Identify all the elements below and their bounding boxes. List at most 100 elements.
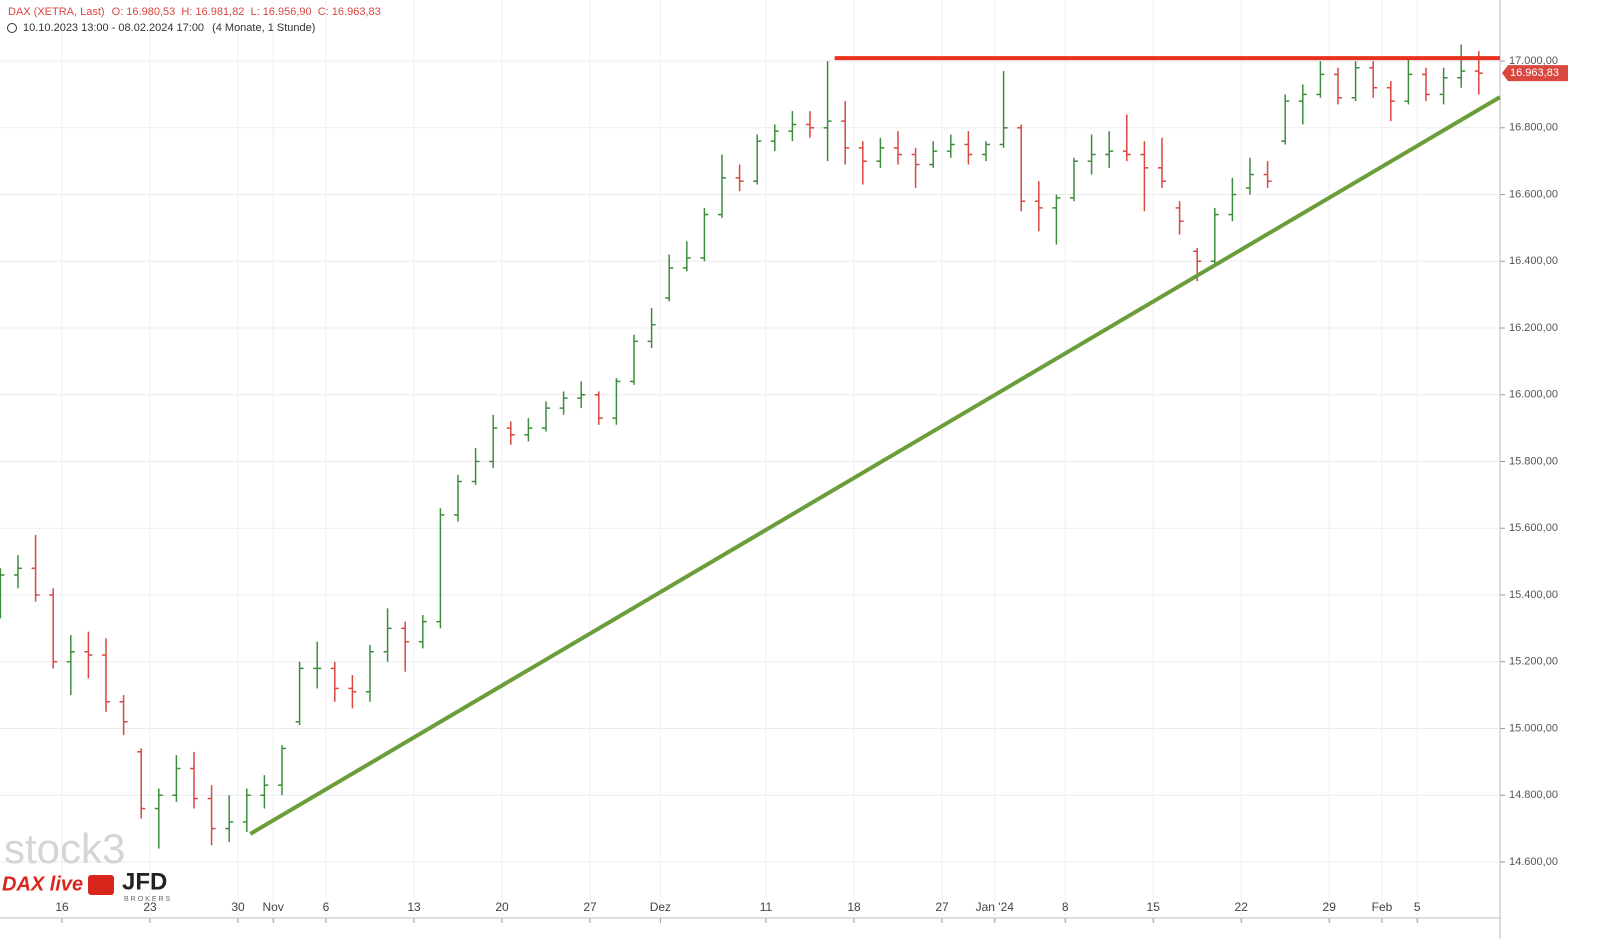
ohlc-bar — [1263, 161, 1272, 188]
x-tick-label: 23 — [143, 900, 157, 914]
ohlc-bar — [172, 755, 181, 802]
x-tick-label: 22 — [1235, 900, 1249, 914]
y-tick-label: 15.600,00 — [1509, 522, 1558, 534]
ohlc-bar — [454, 474, 462, 522]
y-tick-label: 16.800,00 — [1509, 122, 1558, 134]
x-tick-label: Nov — [263, 900, 284, 914]
ohlc-bar — [66, 635, 75, 696]
ohlc-bar — [806, 111, 814, 138]
play-icon — [88, 875, 114, 895]
y-tick-label: 15.200,00 — [1509, 656, 1558, 668]
jfd-logo: JFD — [122, 868, 167, 895]
ohlc-bar — [1052, 194, 1061, 245]
y-tick-label: 16.200,00 — [1509, 322, 1558, 334]
ohlc-bar — [506, 421, 515, 445]
ohlc-bar — [31, 534, 40, 602]
ohlc-bar — [348, 675, 357, 709]
symbol: DAX (XETRA, Last) — [8, 6, 105, 18]
y-tick-label: 16.600,00 — [1509, 188, 1558, 200]
last-price-label: 16.963,83 — [1510, 67, 1559, 79]
y-tick-label: 16.400,00 — [1509, 255, 1558, 267]
ohlc: O: 16.980,53 H: 16.981,82 L: 16.956,90 C… — [112, 6, 381, 18]
x-tick-label: 30 — [231, 900, 245, 914]
x-tick-label: Feb — [1372, 900, 1393, 914]
ohlc-bar — [366, 645, 374, 702]
interval: (4 Monate, 1 Stunde) — [212, 22, 315, 34]
ohlc-bar — [313, 641, 322, 689]
ohlc-bar — [1122, 114, 1131, 162]
ohlc-bar — [858, 141, 867, 185]
x-tick-label: 20 — [495, 900, 509, 914]
y-tick-label: 15.800,00 — [1509, 455, 1558, 467]
range: 10.10.2023 13:00 - 08.02.2024 17:00 — [23, 22, 204, 34]
ohlc-bar — [841, 101, 850, 165]
ohlc-bar — [894, 131, 902, 165]
ohlc-bar — [137, 748, 146, 819]
y-tick-label: 16.000,00 — [1509, 389, 1558, 401]
y-tick-label: 14.800,00 — [1509, 789, 1558, 801]
ohlc-bar — [1422, 67, 1430, 102]
ohlc-bar — [770, 124, 779, 152]
ohlc-bar — [876, 137, 885, 168]
ohlc-bar — [1017, 124, 1026, 212]
ohlc-bar — [577, 381, 586, 409]
x-tick-label: Dez — [650, 900, 671, 914]
ohlc-bar — [49, 588, 58, 669]
ohlc-bar — [718, 154, 726, 218]
ohlc-bar — [682, 241, 691, 272]
ohlc-bar — [594, 391, 603, 425]
brokers-logo: BROKERS — [124, 896, 172, 903]
header-symbol: DAX (XETRA, Last) O: 16.980,53 H: 16.981… — [8, 6, 381, 18]
ohlc-bar — [278, 745, 286, 796]
ohlc-bar — [1298, 84, 1307, 125]
ohlc-bar — [1369, 61, 1378, 98]
ohlc-bar — [788, 111, 797, 142]
ohlc-bar — [489, 414, 498, 469]
last-price-tag — [1502, 65, 1568, 82]
ohlc-bar — [1158, 137, 1166, 188]
x-tick-label: 18 — [847, 900, 861, 914]
x-tick-label: 13 — [407, 900, 421, 914]
ohlc-bar — [471, 448, 480, 485]
ohlc-bar — [154, 788, 163, 849]
x-tick-label: Jan '24 — [976, 900, 1015, 914]
ohlc-bar — [1351, 61, 1360, 102]
y-tick-label: 15.000,00 — [1509, 722, 1558, 734]
x-tick-label: 5 — [1414, 900, 1421, 914]
ohlc-bar — [1087, 134, 1096, 175]
x-tick-label: 15 — [1147, 900, 1161, 914]
ohlc-bar — [1457, 44, 1466, 88]
ohlc-bar — [964, 131, 973, 165]
ohlc-bar — [84, 631, 93, 679]
ohlc-bar — [119, 695, 128, 736]
ohlc-bar — [1281, 94, 1290, 145]
ohlc-bar — [946, 134, 955, 158]
ohlc-bar — [982, 141, 990, 162]
ohlc-bar — [1246, 157, 1254, 195]
ohlc-bar — [14, 554, 22, 589]
ohlc-bar — [647, 308, 656, 349]
ohlc-bar — [735, 164, 744, 192]
ohlc-bar — [929, 141, 938, 168]
dax-live-logo: DAX live — [2, 873, 83, 895]
ohlc-bar — [207, 785, 216, 846]
ohlc-bar — [190, 751, 198, 809]
ohlc-bar — [700, 207, 709, 262]
ohlc-bar — [1228, 177, 1237, 222]
ohlc-bar — [630, 334, 638, 385]
ohlc-bar — [612, 378, 621, 425]
ohlc-bar — [1034, 181, 1043, 232]
ohlc-bar — [542, 401, 550, 432]
ohlc-bar — [665, 254, 674, 302]
ohlc-bar — [1140, 141, 1149, 212]
clock-icon — [7, 23, 17, 33]
x-tick-label: 27 — [935, 900, 949, 914]
ohlc-bar — [1210, 207, 1219, 265]
ohlc-bar — [823, 61, 832, 162]
ohlc-bar — [260, 775, 269, 809]
ohlc-bar — [1386, 81, 1395, 122]
ohlc-bar — [436, 508, 445, 629]
ohlc-bar — [999, 71, 1008, 148]
